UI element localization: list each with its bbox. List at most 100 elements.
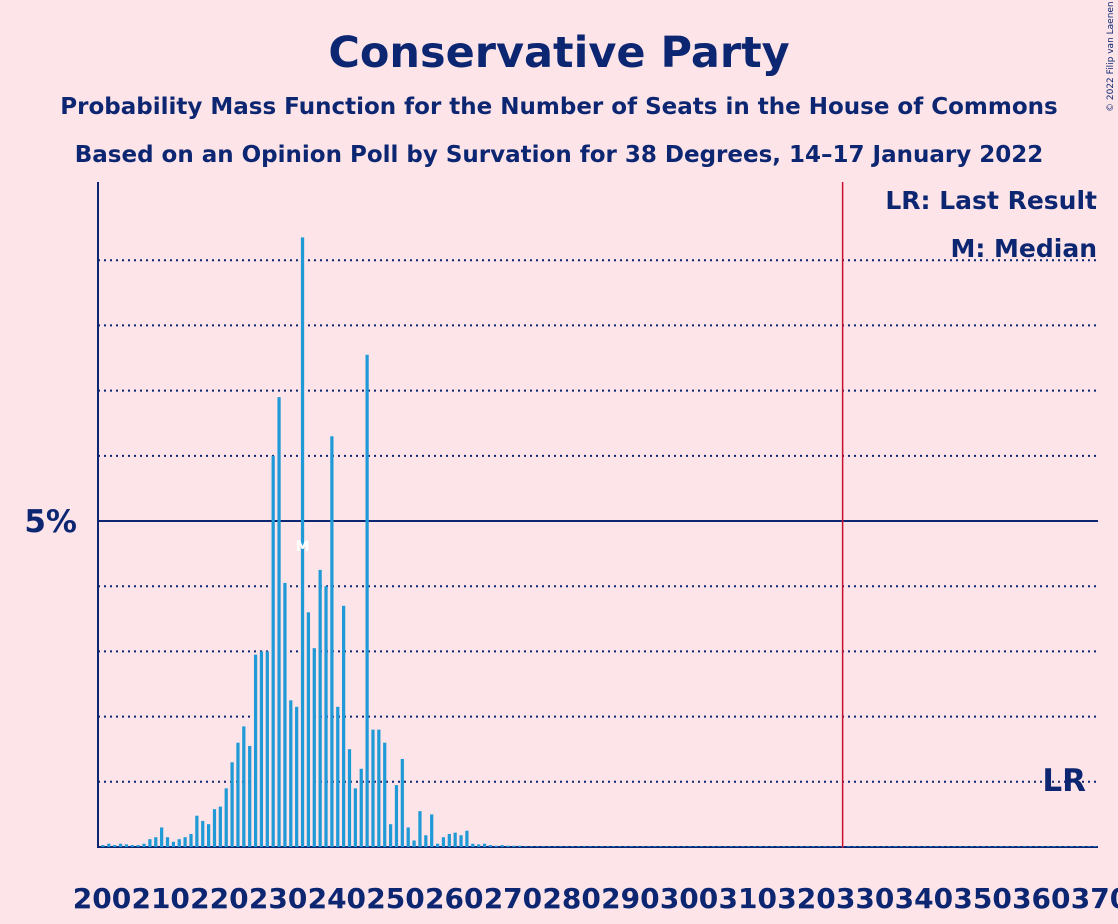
bar (700, 846, 704, 847)
x-tick-label: 290 (601, 882, 659, 915)
bar (277, 397, 281, 847)
median-marker: M (296, 539, 310, 555)
x-tick-label: 250 (366, 882, 424, 915)
bar (400, 758, 404, 847)
bar (353, 788, 357, 847)
bar (259, 651, 264, 847)
bar (518, 845, 522, 847)
bar (136, 845, 140, 847)
x-tick-label: 240 (308, 882, 366, 915)
bar (124, 844, 129, 847)
bar (653, 846, 657, 847)
bar (377, 729, 381, 847)
x-tick-label: 270 (484, 882, 542, 915)
bar (794, 846, 798, 847)
bar (559, 846, 563, 847)
bar (1058, 846, 1062, 847)
bar (453, 832, 457, 847)
bar (394, 785, 399, 847)
bar (342, 605, 346, 847)
bar (430, 814, 434, 847)
bar (271, 455, 275, 847)
chart-subtitle-1: Probability Mass Function for the Number… (60, 94, 1057, 120)
gridlines (98, 259, 1098, 783)
bar (682, 846, 686, 847)
x-tick-label: 300 (660, 882, 718, 915)
bar (177, 839, 181, 847)
bar (576, 846, 581, 847)
bar (541, 846, 545, 847)
bar (165, 837, 170, 847)
bar (529, 846, 534, 847)
bar (101, 845, 105, 847)
bar (524, 846, 528, 847)
bar (917, 846, 921, 847)
x-tick-label: 320 (777, 882, 835, 915)
bar (506, 845, 510, 847)
bar (799, 846, 804, 847)
last-result-label: LR (1042, 763, 1086, 799)
bar (107, 843, 111, 847)
x-tick-label: 210 (131, 882, 189, 915)
bar (659, 846, 663, 847)
bar (976, 846, 980, 847)
bar (195, 815, 199, 847)
x-tick-label: 330 (836, 882, 894, 915)
bar (435, 843, 440, 847)
bar (1046, 846, 1050, 847)
bar (664, 846, 669, 847)
bar (230, 762, 234, 847)
bar (993, 846, 997, 847)
copyright-note: © 2022 Filip van Laenen (1106, 1, 1116, 112)
bar (641, 846, 645, 847)
legend-last-result: LR: Last Result (885, 186, 1097, 215)
bar (829, 846, 833, 847)
bar (1005, 846, 1009, 847)
bar (594, 846, 598, 847)
bar (471, 843, 475, 847)
bar (647, 846, 651, 847)
bar (295, 706, 299, 847)
bar (612, 846, 616, 847)
x-tick-label: 260 (425, 882, 483, 915)
bar (1087, 846, 1091, 847)
bar (212, 809, 217, 847)
bar (987, 846, 992, 847)
bar (336, 706, 340, 847)
bar (864, 846, 868, 847)
bar (1093, 846, 1097, 847)
x-tick-label: 280 (542, 882, 600, 915)
bar (412, 840, 416, 847)
bar (876, 846, 880, 847)
bar (459, 835, 463, 847)
bar (723, 846, 727, 847)
bar (940, 846, 945, 847)
bar (570, 846, 575, 847)
bar (142, 843, 146, 847)
bar (1052, 846, 1056, 847)
bar (717, 846, 721, 847)
bar (424, 835, 428, 847)
bar (588, 846, 592, 847)
bar (870, 846, 874, 847)
x-tick-label: 200 (73, 882, 131, 915)
bar (359, 768, 363, 847)
bar (482, 843, 487, 847)
x-tick-labels: 200 210 220 230 240 250 260 270 280 290 300 310 320 3… (73, 882, 1118, 915)
bar (934, 846, 939, 847)
bar (1075, 846, 1080, 847)
bar (852, 846, 856, 847)
bar (1034, 846, 1038, 847)
bar (981, 846, 986, 847)
bar (154, 837, 158, 847)
chart-title: Conservative Party (328, 28, 789, 78)
bar (811, 846, 815, 847)
bar (1028, 846, 1033, 847)
bar (999, 846, 1003, 847)
bar (441, 837, 446, 847)
bar (130, 845, 134, 847)
bar (964, 846, 968, 847)
bar (283, 582, 287, 847)
bar (148, 839, 152, 847)
bar (770, 846, 774, 847)
